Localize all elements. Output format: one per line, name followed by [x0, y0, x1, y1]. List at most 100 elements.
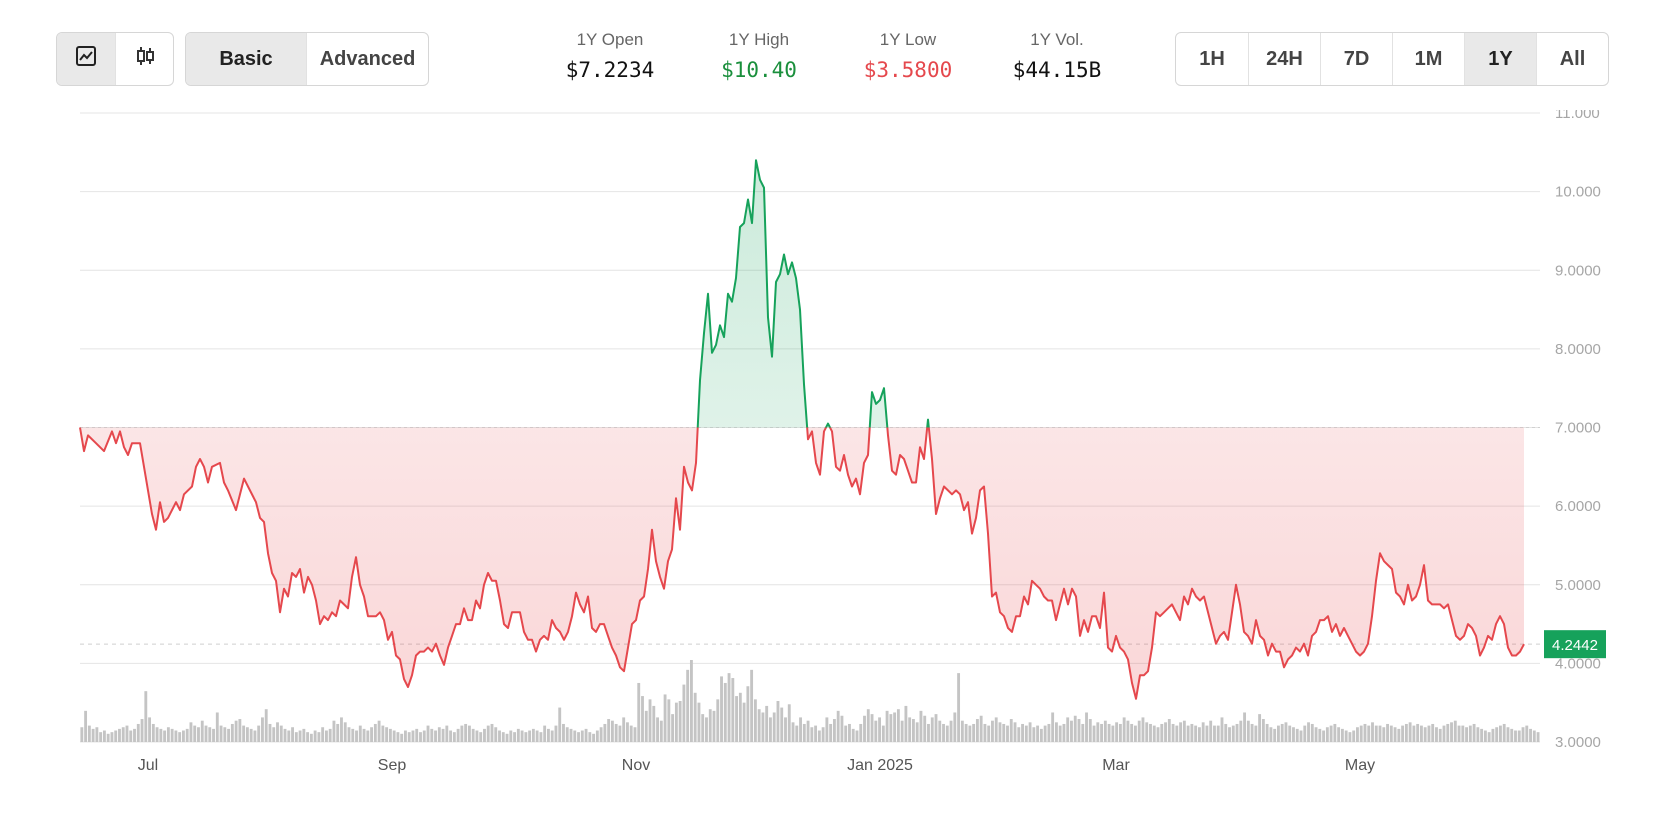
- volume-bar: [370, 727, 374, 742]
- y-axis: 3.0000 4.0000 5.0000 6.0000 7.0000 8.0000 9.00…: [1555, 110, 1601, 751]
- volume-bar: [1303, 725, 1307, 742]
- volume-bar: [832, 719, 836, 742]
- volume-bar: [178, 732, 182, 742]
- volume-bar: [817, 730, 821, 742]
- range-24h-button[interactable]: 24H: [1248, 33, 1320, 85]
- volume-bar: [667, 699, 671, 742]
- volume-bar: [291, 727, 294, 742]
- volume-bar: [1243, 712, 1246, 742]
- volume-bar: [238, 719, 242, 742]
- volume-bar: [479, 732, 483, 742]
- volume-bar: [735, 696, 739, 742]
- volume-bar: [362, 728, 366, 742]
- volume-bar: [904, 705, 908, 742]
- volume-bar: [1103, 720, 1107, 742]
- x-tick-label: Nov: [622, 757, 650, 774]
- chart-type-toggle: [56, 32, 174, 86]
- volume-bar: [419, 732, 422, 742]
- volume-bar: [840, 715, 844, 742]
- volume-bar: [1201, 722, 1205, 742]
- stat-low-value: $3.5800: [863, 58, 953, 82]
- volume-bar: [554, 725, 558, 742]
- volume-bar: [396, 732, 400, 742]
- range-all-button[interactable]: All: [1536, 33, 1608, 85]
- volume-bar: [317, 732, 321, 742]
- volume-bar: [1239, 720, 1243, 742]
- area-below-open: [80, 427, 1524, 699]
- range-7d-button[interactable]: 7D: [1320, 33, 1392, 85]
- volume-bar: [1483, 730, 1487, 742]
- volume-bar: [1393, 727, 1397, 742]
- volume-bar: [407, 732, 411, 742]
- volume-bar: [1261, 719, 1265, 742]
- volume-bar: [957, 673, 961, 742]
- volume-bar: [1205, 725, 1209, 742]
- volume-bar: [114, 730, 118, 742]
- volume-bar: [452, 732, 456, 742]
- volume-bar: [562, 723, 565, 742]
- candlestick-button[interactable]: [115, 33, 173, 85]
- volume-bar: [437, 727, 441, 742]
- volume-bar: [392, 730, 396, 742]
- volume-bar: [200, 720, 204, 742]
- volume-bar: [366, 730, 370, 742]
- basic-view-button[interactable]: Basic: [186, 33, 306, 85]
- volume-bar: [1510, 728, 1514, 742]
- volume-bar: [1284, 722, 1288, 742]
- range-1y-button[interactable]: 1Y: [1464, 33, 1536, 85]
- volume-bar: [1122, 717, 1126, 742]
- volume-bar: [358, 725, 362, 742]
- volume-bar: [1476, 727, 1480, 742]
- volume-bar: [1461, 725, 1465, 742]
- volume-bar: [1137, 720, 1141, 742]
- volume-bar: [1340, 728, 1344, 742]
- volume-bar: [599, 727, 603, 742]
- y-tick-label: 7.0000: [1555, 420, 1601, 437]
- volume-bar: [1179, 722, 1183, 742]
- volume-bar: [742, 702, 746, 742]
- volume-bar: [242, 725, 246, 742]
- area-above-open: [80, 160, 1524, 428]
- volume-bar: [166, 727, 170, 742]
- volume-bar: [1280, 723, 1284, 742]
- volume-bar: [1288, 725, 1292, 742]
- volume-bar: [347, 727, 351, 742]
- volume-bar: [1194, 725, 1198, 742]
- volume-bar: [475, 730, 479, 742]
- volume-bar: [874, 720, 878, 742]
- volume-bar: [524, 732, 528, 742]
- advanced-view-button[interactable]: Advanced: [306, 33, 428, 85]
- range-1m-button[interactable]: 1M: [1392, 33, 1464, 85]
- volume-bar: [1359, 725, 1363, 742]
- volume-bar: [1039, 728, 1043, 742]
- volume-bar: [227, 728, 231, 742]
- volume-bar: [919, 710, 923, 742]
- line-chart-button[interactable]: [57, 33, 115, 85]
- volume-bar: [110, 732, 114, 742]
- volume-bar: [1465, 727, 1469, 742]
- volume-bar: [181, 730, 185, 742]
- volume-bar: [960, 720, 964, 742]
- volume-bar: [870, 714, 874, 742]
- volume-bar: [1235, 723, 1239, 742]
- volume-bar: [294, 732, 298, 742]
- volume-bar: [287, 730, 291, 742]
- volume-bar: [908, 717, 912, 742]
- volume-bar: [1499, 725, 1502, 742]
- volume-bar: [95, 727, 99, 742]
- volume-bar: [1224, 723, 1228, 742]
- volume-bar: [1480, 728, 1484, 742]
- volume-bar: [1367, 725, 1371, 742]
- volume-bar: [460, 725, 464, 742]
- range-1h-button[interactable]: 1H: [1199, 47, 1225, 70]
- volume-bar: [99, 732, 103, 742]
- volume-bar: [1416, 723, 1420, 742]
- volume-bar: [802, 723, 806, 742]
- volume-bar: [1506, 727, 1510, 742]
- volume-bar: [1442, 725, 1446, 742]
- volume-bar: [445, 725, 449, 742]
- volume-bar: [1310, 723, 1314, 742]
- price-chart[interactable]: 3.0000 4.0000 5.0000 6.0000 7.0000 8.0000 9.00…: [0, 110, 1672, 828]
- volume-bar: [663, 694, 667, 742]
- volume-bar: [144, 691, 148, 742]
